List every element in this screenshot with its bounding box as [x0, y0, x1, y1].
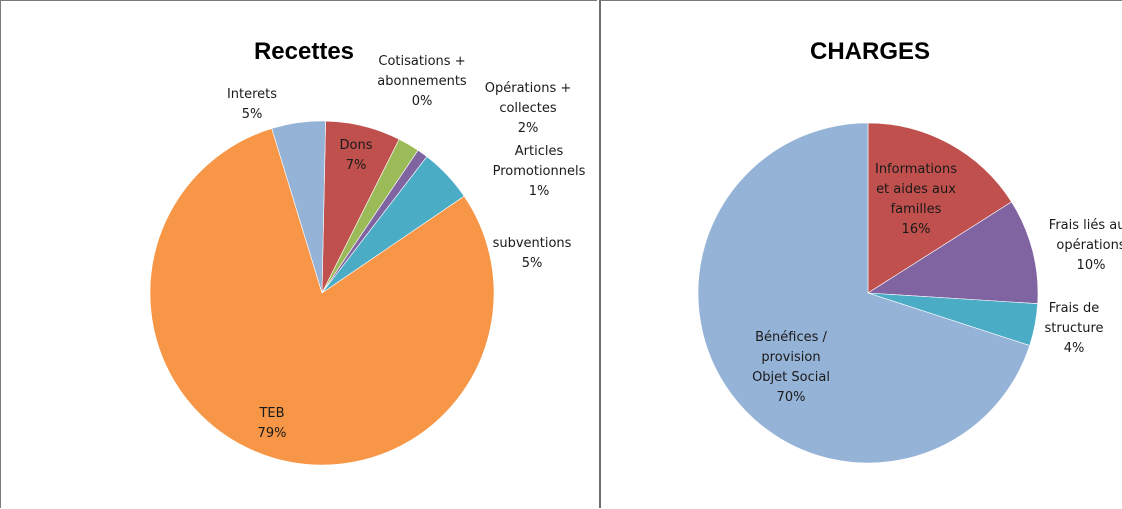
charges-label-informations-et-aides-aux-familles: Informations et aides aux familles 16% [875, 162, 957, 237]
charges-chart-panel: CHARGES Informations et aides aux familles… [599, 0, 1122, 508]
recettes-title: Recettes [254, 38, 354, 65]
recettes-slice-interets [271, 120, 326, 294]
recettes-label-articles-promotionnels: Articles Promotionnels 1% [493, 144, 586, 199]
charges-label-benefices-provision-objet-social: Bénéfices / provision Objet Social 70% [752, 330, 830, 405]
recettes-label-interets: Interets 5% [227, 87, 277, 122]
recettes-label-operations-collectes: Opérations + collectes 2% [485, 81, 572, 136]
charges-slice-benefices-provision-objet-social [697, 122, 1031, 464]
charges-slice-frais-lies-aux-operations [867, 201, 1039, 304]
recettes-pie-chart: Recettes Cotisations + abonnements 0%Dons 7… [149, 38, 586, 466]
recettes-slice-teb [149, 128, 495, 466]
charges-label-frais-de-structure: Frais de structure 4% [1045, 301, 1104, 356]
charges-slice-informations-et-aides-aux-familles [867, 122, 1012, 294]
charges-label-frais-lies-aux-operations: Frais liés auxopérations10% [1049, 218, 1122, 273]
recettes-label-cotisations-abonnements: Cotisations + abonnements 0% [377, 54, 467, 109]
recettes-chart-panel: Recettes Cotisations + abonnements 0% Dons 7… [0, 0, 597, 508]
charges-title: CHARGES [810, 38, 930, 65]
recettes-label-teb: TEB 79% [258, 406, 287, 441]
recettes-label-dons: Dons 7% [340, 138, 373, 173]
recettes-label-subventions: subventions 5% [493, 236, 572, 271]
charges-pie-chart: CHARGES Informations et aides aux familles… [697, 38, 1122, 464]
